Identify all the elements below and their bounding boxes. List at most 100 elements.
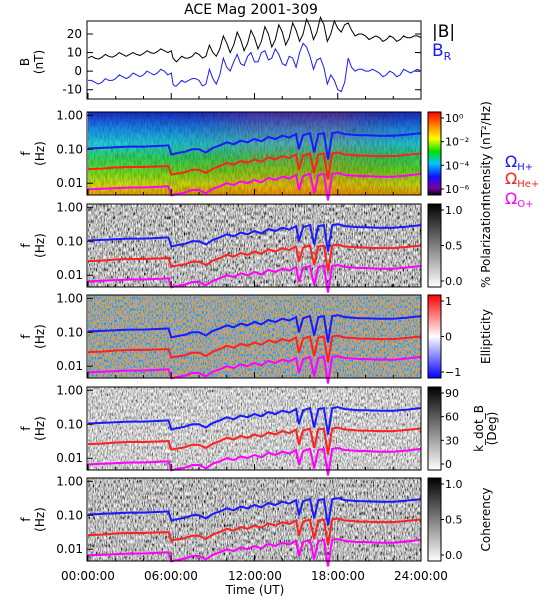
coherency-panel: 1.00 0.10 0.01 f (Hz) 1.0 0.5 0.0 Coherency bbox=[19, 474, 493, 567]
intensity-panel: 1.00 0.10 0.01 f (Hz) 10⁰ 10⁻² 10⁻⁴ 10⁻⁶ Intensit… bbox=[19, 101, 493, 206]
coherency-spectrogram bbox=[88, 478, 421, 561]
kdotb-gyro-He_plus bbox=[87, 426, 422, 455]
coherency-gyro-H_plus bbox=[87, 497, 422, 526]
polarization-spectrogram bbox=[88, 204, 421, 287]
legend-btotal: |B| bbox=[432, 22, 455, 42]
intensity-ylabel-2: (Hz) bbox=[33, 141, 47, 166]
kdotb-ylabel-2: (Hz) bbox=[33, 416, 47, 441]
polarization-ylabel-2: (Hz) bbox=[33, 233, 47, 258]
intensity-colorbar-tick-label-2: 10⁻⁴ bbox=[445, 159, 470, 172]
bfield-ytick-label-0: -10 bbox=[62, 83, 82, 97]
coherency-ytick-label-2: 0.01 bbox=[56, 542, 83, 556]
coherency-gyro-He_plus bbox=[87, 517, 422, 546]
bfield-series-btotal bbox=[87, 15, 422, 63]
polarization-gyro-He_plus bbox=[87, 243, 422, 272]
bfield-series-br bbox=[88, 42, 422, 93]
kdotb-panel: 1.00 0.10 0.01 f (Hz) 90 60 30 0 k_dot_B (Deg) bbox=[19, 383, 499, 476]
legend-omega-h-sub: H+ bbox=[517, 162, 533, 173]
coherency-colorbar bbox=[427, 477, 442, 562]
xtick-label-1: 06:00:00 bbox=[144, 569, 198, 583]
xtick-label-2: 12:00:00 bbox=[228, 569, 282, 583]
coherency-colorbar-tick-label-1: 0.5 bbox=[445, 514, 463, 527]
legend-br: BR bbox=[432, 41, 452, 63]
ellipticity-gyro-H_plus bbox=[87, 314, 422, 343]
ellipticity-ytick-label-1: 0.10 bbox=[56, 325, 83, 339]
polarization-colorbar-tick-label-1: 0.5 bbox=[445, 240, 463, 253]
ellipticity-colorbar-tick-label-1: 0 bbox=[445, 331, 452, 344]
ellipticity-colorbar-tick-label-0: 1 bbox=[445, 295, 452, 308]
intensity-colorbar-tick-label-0: 10⁰ bbox=[445, 112, 464, 125]
kdotb-colorbar-tick-label-2: 30 bbox=[445, 434, 459, 447]
coherency-ytick-label-1: 0.10 bbox=[56, 508, 83, 522]
ellipticity-gyro-He_plus bbox=[87, 334, 422, 363]
polarization-ytick-label-2: 0.01 bbox=[56, 268, 83, 282]
kdotb-spectrogram bbox=[88, 387, 421, 470]
xtick-label-4: 24:00:00 bbox=[394, 569, 448, 583]
coherency-ylabel-1: f bbox=[19, 517, 33, 522]
ellipticity-spectrogram bbox=[88, 295, 421, 378]
kdotb-colorbar-tick-label-1: 60 bbox=[445, 411, 459, 424]
kdotb-colorbar-tick-label-0: 90 bbox=[445, 387, 459, 400]
polarization-ylabel-1: f bbox=[19, 243, 33, 248]
intensity-colorbar-tick-label-3: 10⁻⁶ bbox=[445, 183, 470, 196]
coherency-ylabel-2: (Hz) bbox=[33, 507, 47, 532]
bfield-ytick-label-2: 10 bbox=[67, 46, 82, 60]
coherency-colorbar-tick-label-2: 0.0 bbox=[445, 549, 463, 562]
legend-omega-o: ΩO+ bbox=[505, 189, 533, 210]
coherency-colorbar-tick-label-0: 1.0 bbox=[445, 478, 463, 491]
kdotb-colorbar bbox=[427, 386, 442, 471]
ellipticity-ylabel-1: f bbox=[19, 334, 33, 339]
ellipticity-ytick-label-2: 0.01 bbox=[56, 359, 83, 373]
intensity-gyro-H_plus bbox=[87, 131, 422, 160]
bfield-y-ticks: -10 0 10 20 bbox=[62, 27, 422, 99]
intensity-spectrogram-texture bbox=[88, 112, 421, 195]
ion-legend: ΩH+ ΩHe+ ΩO+ bbox=[505, 152, 539, 210]
xtick-label-3: 18:00:00 bbox=[311, 569, 365, 583]
legend-omega-h: ΩH+ bbox=[505, 152, 533, 173]
bfield-ylabel-1: B bbox=[18, 58, 32, 66]
legend-omega-he-base: Ω bbox=[505, 169, 517, 188]
polarization-ytick-label-1: 0.10 bbox=[56, 234, 83, 248]
legend-br-base: B bbox=[432, 41, 444, 61]
xaxis-label: Time (UT) bbox=[225, 583, 285, 597]
polarization-gyro-H_plus bbox=[87, 223, 422, 252]
kdotb-ytick-label-0: 1.00 bbox=[56, 383, 83, 397]
intensity-ytick-label-1: 0.10 bbox=[56, 142, 83, 156]
polarization-ytick-label-0: 1.00 bbox=[56, 200, 83, 214]
bfield-lines bbox=[87, 15, 422, 93]
ellipticity-ytick-label-0: 1.00 bbox=[56, 291, 83, 305]
polarization-colorbar-tick-label-0: 1.0 bbox=[445, 204, 463, 217]
ellipticity-colorbar bbox=[427, 294, 442, 379]
intensity-colorbar-tick-label-1: 10⁻² bbox=[445, 136, 469, 149]
legend-omega-he: ΩHe+ bbox=[505, 169, 539, 190]
x-axis: 00:00:00 06:00:00 12:00:00 18:00:00 24:0… bbox=[61, 569, 448, 597]
legend-omega-o-base: Ω bbox=[505, 189, 517, 208]
polarization-panel: 1.00 0.10 0.01 f (Hz) 1.0 0.5 0.0 % Polarization bbox=[19, 200, 493, 293]
intensity-colorbar bbox=[427, 111, 442, 196]
intensity-colorbar-label: Intensity (nT²/Hz) bbox=[479, 101, 493, 206]
polarization-colorbar bbox=[427, 203, 442, 288]
kdotb-colorbar-label-2: (Deg) bbox=[485, 412, 499, 446]
kdotb-ytick-label-1: 0.10 bbox=[56, 417, 83, 431]
ellipticity-colorbar-tick-label-2: −1 bbox=[445, 366, 461, 379]
bfield-ytick-label-1: 0 bbox=[74, 64, 82, 78]
legend-omega-he-sub: He+ bbox=[517, 179, 539, 190]
polarization-colorbar-tick-label-2: 0.0 bbox=[445, 275, 463, 288]
legend-omega-o-sub: O+ bbox=[517, 199, 533, 210]
intensity-ylabel-1: f bbox=[19, 151, 33, 156]
ellipticity-panel: 1.00 0.10 0.01 f (Hz) 1 0 −1 Ellipticity bbox=[19, 291, 493, 384]
ellipticity-ylabel-2: (Hz) bbox=[33, 324, 47, 349]
kdotb-ytick-label-2: 0.01 bbox=[56, 451, 83, 465]
xtick-label-0: 00:00:00 bbox=[61, 569, 115, 583]
intensity-gyro-He_plus bbox=[87, 151, 422, 180]
bfield-ytick-label-3: 20 bbox=[67, 27, 82, 41]
legend-omega-h-base: Ω bbox=[505, 152, 517, 171]
figure-title: ACE Mag 2001-309 bbox=[184, 2, 318, 18]
polarization-colorbar-label: % Polarization bbox=[479, 203, 493, 288]
intensity-ytick-label-2: 0.01 bbox=[56, 176, 83, 190]
bfield-ylabel-2: (nT) bbox=[32, 50, 46, 74]
legend-br-sub: R bbox=[444, 50, 452, 63]
